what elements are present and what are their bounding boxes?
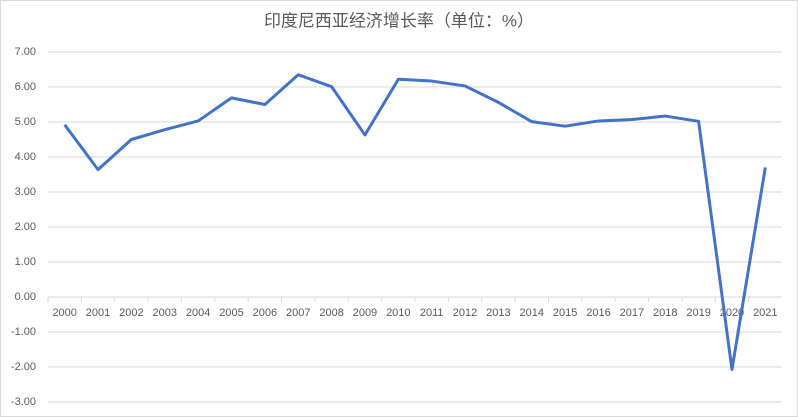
- x-tick-label: 2015: [553, 307, 577, 319]
- y-tick-label: -1.00: [11, 326, 36, 338]
- y-tick-label: 4.00: [15, 151, 36, 163]
- x-tick-label: 2009: [353, 307, 377, 319]
- y-tick-label: 7.00: [15, 46, 36, 58]
- x-tick-label: 2007: [286, 307, 310, 319]
- x-tick-label: 2013: [486, 307, 510, 319]
- y-tick-label: 1.00: [15, 256, 36, 268]
- x-tick-label: 2002: [119, 307, 143, 319]
- y-tick-label: 6.00: [15, 81, 36, 93]
- x-tick-label: 2005: [219, 307, 243, 319]
- x-tick-label: 2016: [586, 307, 610, 319]
- y-tick-label: 2.00: [15, 221, 36, 233]
- y-tick-label: 0.00: [15, 291, 36, 303]
- x-tick-label: 2001: [86, 307, 110, 319]
- x-tick-label: 2012: [453, 307, 477, 319]
- chart-title: 印度尼西亚经济增长率（单位：%）: [264, 11, 534, 30]
- x-tick-label: 2021: [753, 307, 777, 319]
- x-tick-label: 2008: [319, 307, 343, 319]
- x-tick-label: 2003: [153, 307, 177, 319]
- y-tick-label: 3.00: [15, 186, 36, 198]
- x-tick-label: 2006: [253, 307, 277, 319]
- x-tick-label: 2014: [520, 307, 544, 319]
- x-tick-label: 2018: [653, 307, 677, 319]
- x-tick-label: 2011: [420, 307, 444, 319]
- x-tick-label: 2000: [52, 307, 76, 319]
- x-tick-label: 2017: [620, 307, 644, 319]
- data-line: [63, 73, 767, 371]
- y-tick-label: -3.00: [11, 396, 36, 408]
- x-tick-label: 2004: [186, 307, 210, 319]
- x-tick-label: 2010: [386, 307, 410, 319]
- y-tick-label: -2.00: [11, 361, 36, 373]
- x-tick-label: 2019: [686, 307, 710, 319]
- y-tick-label: 5.00: [15, 116, 36, 128]
